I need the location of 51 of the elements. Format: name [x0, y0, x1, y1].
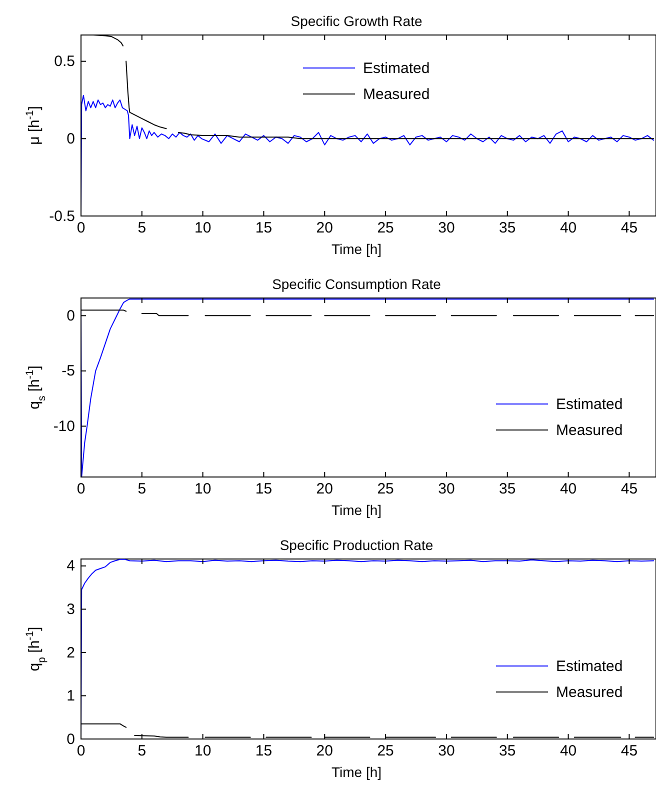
x-tick-label: 5 [138, 480, 146, 498]
y-tick-label: 0.5 [54, 53, 75, 70]
x-tick-label: 45 [620, 220, 638, 237]
legend-label: Estimated [556, 396, 623, 413]
x-axis-title: Time [h] [331, 502, 382, 518]
x-tick-label: 5 [138, 220, 146, 237]
legend-label: Estimated [363, 60, 430, 77]
x-tick-label: 30 [438, 742, 455, 760]
x-tick-label: 15 [255, 220, 272, 237]
line-series [81, 298, 654, 478]
y-tick-label: 4 [66, 558, 75, 575]
y-tick-label: -5 [62, 362, 75, 380]
x-tick-label: 35 [499, 480, 516, 498]
legend-label: Measured [556, 422, 623, 439]
x-tick-label: 25 [377, 742, 394, 760]
x-tick-label: 20 [316, 742, 333, 760]
x-tick-label: 25 [377, 480, 394, 498]
y-tick-label: 0 [66, 130, 75, 148]
x-tick-label: 40 [560, 220, 577, 237]
x-tick-label: 40 [560, 742, 577, 760]
x-tick-label: 35 [499, 220, 516, 237]
legend-label: Measured [363, 86, 430, 103]
x-tick-label: 5 [138, 742, 146, 760]
y-tick-label: 1 [66, 688, 75, 705]
y-tick-label: -10 [53, 418, 75, 435]
chart-title: Specific Growth Rate [290, 13, 422, 29]
x-tick-label: 10 [194, 220, 212, 237]
x-tick-label: 10 [194, 742, 212, 760]
x-tick-label: 35 [499, 742, 516, 760]
chart-title: Specific Production Rate [280, 537, 434, 553]
x-tick-label: 40 [560, 480, 577, 498]
y-tick-label: 0 [66, 307, 75, 324]
x-tick-label: 10 [194, 480, 212, 498]
x-axis-title: Time [h] [331, 241, 382, 257]
x-tick-label: 15 [255, 480, 272, 498]
chart-title: Specific Consumption Rate [272, 276, 442, 292]
x-tick-label: 45 [620, 480, 638, 498]
x-axis-title: Time [h] [331, 764, 382, 780]
x-tick-label: 30 [438, 220, 455, 237]
x-tick-label: 45 [620, 742, 638, 760]
y-tick-label: 3 [66, 600, 75, 618]
x-tick-label: 15 [255, 742, 272, 760]
y-tick-label: -0.5 [49, 208, 75, 225]
y-tick-label: 2 [66, 644, 75, 662]
x-tick-label: 20 [316, 220, 333, 237]
x-tick-label: 25 [377, 220, 394, 237]
legend-label: Estimated [556, 658, 623, 675]
legend-label: Measured [556, 684, 623, 701]
x-tick-label: 30 [438, 480, 455, 498]
y-tick-label: 0 [66, 730, 75, 748]
x-tick-label: 20 [316, 480, 333, 498]
